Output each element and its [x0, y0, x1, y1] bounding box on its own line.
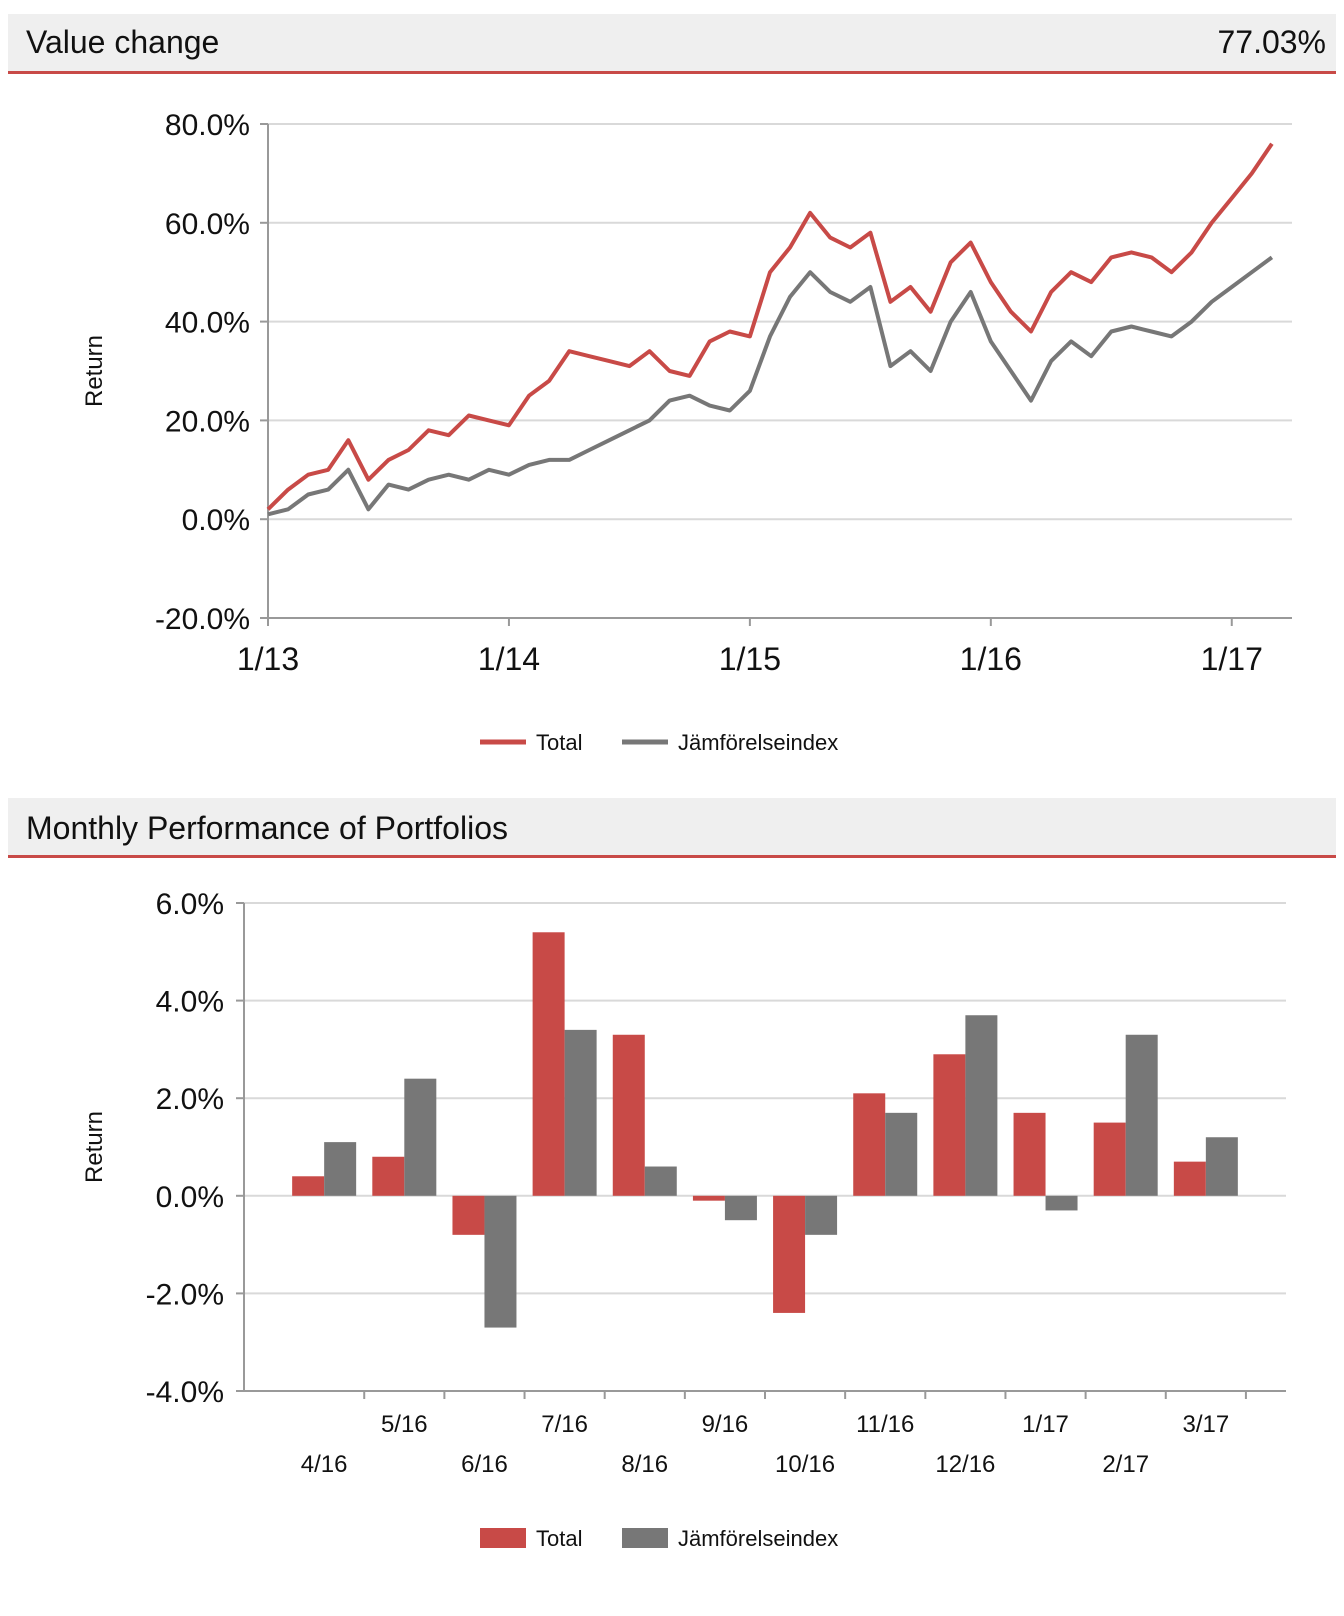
bar-total — [692, 1195, 725, 1201]
bar-index — [1205, 1137, 1238, 1196]
bar-chart-x-tick-label: 8/16 — [621, 1451, 668, 1478]
monthly-performance-title: Monthly Performance of Portfolios — [26, 810, 508, 846]
line-chart-x-tick-label: 1/17 — [1201, 641, 1263, 677]
bar-total — [933, 1054, 966, 1196]
bar-chart-x-tick-label: 9/16 — [702, 1411, 749, 1438]
bar-chart-y-tick-label: 6.0% — [156, 888, 224, 921]
value-change-title: Value change — [26, 24, 220, 60]
line-chart-y-tick-label: 60.0% — [165, 208, 250, 241]
bar-chart-x-tick-label: 1/17 — [1022, 1411, 1069, 1438]
line-series-total — [266, 142, 1274, 511]
bar-legend-index-label: Jämförelseindex — [678, 1526, 838, 1551]
bar-chart-y-tick-label: -4.0% — [146, 1376, 224, 1409]
bar-chart-x-tick-label: 2/17 — [1102, 1451, 1149, 1478]
bar-index — [644, 1166, 677, 1196]
bar-chart-y-tick-label: 2.0% — [156, 1083, 224, 1116]
line-chart-y-tick-label: 20.0% — [165, 405, 250, 438]
bar-index — [564, 1029, 597, 1196]
bar-total — [1093, 1122, 1126, 1196]
line-legend-total-label: Total — [536, 730, 582, 755]
bar-chart-y-tick-label: -2.0% — [146, 1278, 224, 1311]
bar-chart-x-tick-label: 4/16 — [301, 1451, 348, 1478]
bar-chart-x-tick-label: 12/16 — [935, 1451, 995, 1478]
bar-chart-x-tick-label: 3/17 — [1182, 1411, 1229, 1438]
line-chart-x-tick-label: 1/13 — [237, 641, 299, 677]
value-change-amount: 77.03% — [1217, 24, 1326, 60]
line-chart-x-tick-label: 1/14 — [478, 641, 540, 677]
line-chart-y-tick-label: 80.0% — [165, 109, 250, 142]
bar-total — [452, 1195, 485, 1235]
bar-total — [1173, 1161, 1206, 1196]
bar-total — [1013, 1112, 1046, 1196]
bar-index — [404, 1078, 437, 1196]
line-chart-y-axis-label: Return — [81, 335, 108, 407]
bar-chart-x-tick-label: 5/16 — [381, 1411, 428, 1438]
bar-chart-x-tick-label: 10/16 — [775, 1451, 835, 1478]
bar-index — [805, 1195, 838, 1235]
line-legend-index-label: Jämförelseindex — [678, 730, 838, 755]
bar-chart-y-tick-label: 0.0% — [156, 1181, 224, 1214]
bar-total — [853, 1093, 886, 1196]
bar-legend-index-swatch — [622, 1528, 668, 1548]
line-chart-x-tick-label: 1/16 — [960, 641, 1022, 677]
bar-chart-y-tick-label: 4.0% — [156, 986, 224, 1019]
bar-chart-y-axis-label: Return — [81, 1111, 108, 1183]
line-series-index — [267, 255, 1274, 517]
bar-index — [484, 1195, 517, 1328]
bar-index — [965, 1015, 998, 1196]
bar-chart-x-tick-label: 11/16 — [856, 1411, 914, 1438]
line-chart-x-tick-label: 1/15 — [719, 641, 781, 677]
bar-chart-x-tick-label: 7/16 — [541, 1411, 588, 1438]
bar-index — [885, 1112, 918, 1196]
value-change-line-chart: 80.0% 60.0% 40.0% 20.0% 0.0% -20.0% 1/13 1/14 1/… — [81, 109, 1292, 755]
bar-legend-total-swatch — [480, 1528, 526, 1548]
bar-index — [724, 1195, 757, 1221]
line-chart-y-tick-label: 40.0% — [165, 307, 250, 340]
bar-index — [324, 1142, 357, 1196]
value-change-header: Value change 77.03% — [8, 14, 1336, 74]
bar-index — [1045, 1195, 1078, 1211]
bar-chart-x-tick-label: 6/16 — [461, 1451, 508, 1478]
monthly-performance-header: Monthly Performance of Portfolios — [8, 798, 1336, 858]
line-chart-y-tick-label: 0.0% — [182, 504, 250, 537]
bar-total — [292, 1176, 325, 1196]
bar-total — [773, 1195, 806, 1313]
bar-legend-total-label: Total — [536, 1526, 582, 1551]
bar-total — [372, 1156, 405, 1196]
bar-total — [532, 932, 565, 1196]
bar-total — [612, 1034, 645, 1196]
line-chart-y-tick-label: -20.0% — [155, 603, 250, 636]
bar-index — [1125, 1034, 1158, 1196]
